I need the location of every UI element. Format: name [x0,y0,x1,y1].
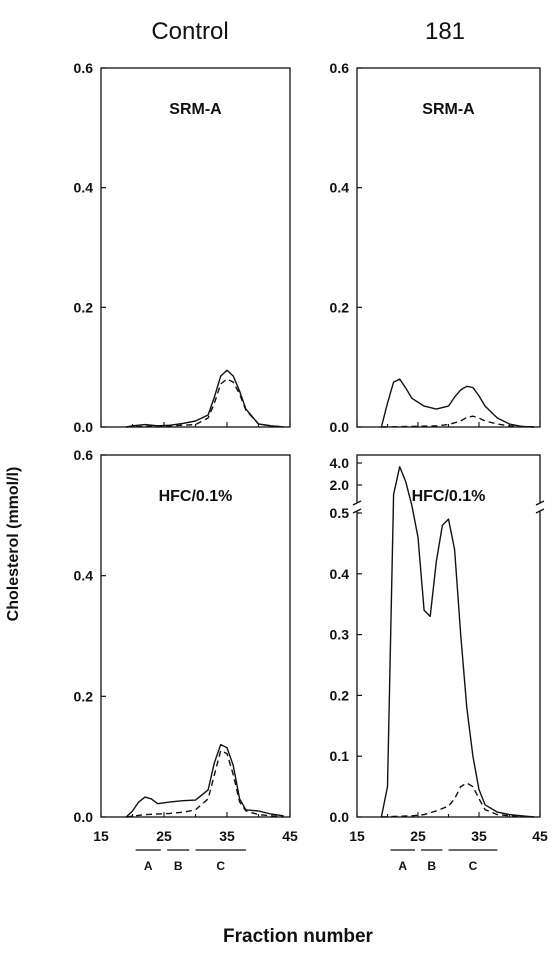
panel-2: 0.0 0.2 0.4 0.6 SRM-A [330,60,541,435]
y-tick-label: 0.6 [330,60,350,76]
plot-frame [100,67,291,428]
plot-frame [356,67,541,428]
plot-frame [356,454,541,818]
column-title-control: Control [151,18,228,45]
axis-break-gap [354,503,360,511]
y-tick-label: 0.0 [330,419,350,435]
column-title-181: 181 [425,18,465,45]
y-tick-label: 2.0 [330,477,350,493]
y-tick-label: 0.1 [330,748,350,764]
x-tick-label: 15 [349,828,365,844]
y-tick-label: 0.4 [330,566,350,582]
y-tick-label: 0.4 [330,180,350,196]
panel-annotation: HFC/0.1% [412,488,486,505]
y-tick-label: 4.0 [330,455,350,471]
y-tick-label: 0.0 [330,809,350,825]
y-tick-label: 0.2 [74,688,94,704]
series-dashed [381,415,534,428]
x-tick-label: 45 [282,828,298,844]
y-tick-label: 0.0 [74,809,94,825]
fraction-label-A: A [398,859,407,873]
axis-break-mark [352,500,362,514]
y-tick-label: 0.2 [330,299,350,315]
y-tick-label: 0.2 [330,687,350,703]
fraction-label-B: B [427,859,436,873]
y-tick-label: 0.5 [330,505,350,521]
series-solid [126,369,284,428]
fraction-label-B: B [174,859,183,873]
y-tick-label: 0.0 [74,419,94,435]
x-tick-label: 25 [156,828,172,844]
y-tick-label: 0.2 [74,299,94,315]
panel-annotation: HFC/0.1% [159,488,233,505]
x-tick-label: 35 [219,828,235,844]
axis-break-gap [537,503,543,511]
panel-4: 0.0 0.1 0.2 0.3 0.4 0.5 2.0 4.0 15 25 35 45 HFC/0.1% [330,454,548,844]
series-solid [125,743,284,818]
panel-3: 0.0 0.2 0.4 0.6 15 25 35 45 HFC/0.1% [74,447,298,844]
plot-frame [100,454,291,818]
x-tick-label: 25 [410,828,426,844]
series-dashed [126,749,284,818]
axis-break-mark [535,500,545,514]
y-tick-label: 0.6 [74,60,94,76]
y-tick-label: 0.3 [330,627,350,643]
y-axis-label: Cholesterol (mmol/l) [5,467,22,622]
x-tick-label: 35 [471,828,487,844]
y-tick-label: 0.6 [74,447,94,463]
series-solid [380,466,534,818]
fraction-label-A: A [144,859,153,873]
panel-1: 0.0 0.2 0.4 0.6 SRM-A [74,60,291,435]
panels: 0.0 0.2 0.4 0.6 SRM-A 0.0 0.2 0.4 0.6 SRM-A 0.0 0.2… [74,60,548,844]
panel-annotation: SRM-A [169,101,222,118]
panel-annotation: SRM-A [422,101,475,118]
series-dashed [126,378,284,428]
x-tick-label: 45 [532,828,548,844]
series-dashed [381,782,534,818]
y-tick-label: 0.4 [74,180,94,196]
x-tick-label: 15 [93,828,109,844]
y-tick-label: 0.4 [74,568,94,584]
fraction-label-C: C [216,859,225,873]
fraction-label-C: C [469,859,478,873]
x-axis-label: Fraction number [223,926,374,947]
series-solid [380,378,534,428]
